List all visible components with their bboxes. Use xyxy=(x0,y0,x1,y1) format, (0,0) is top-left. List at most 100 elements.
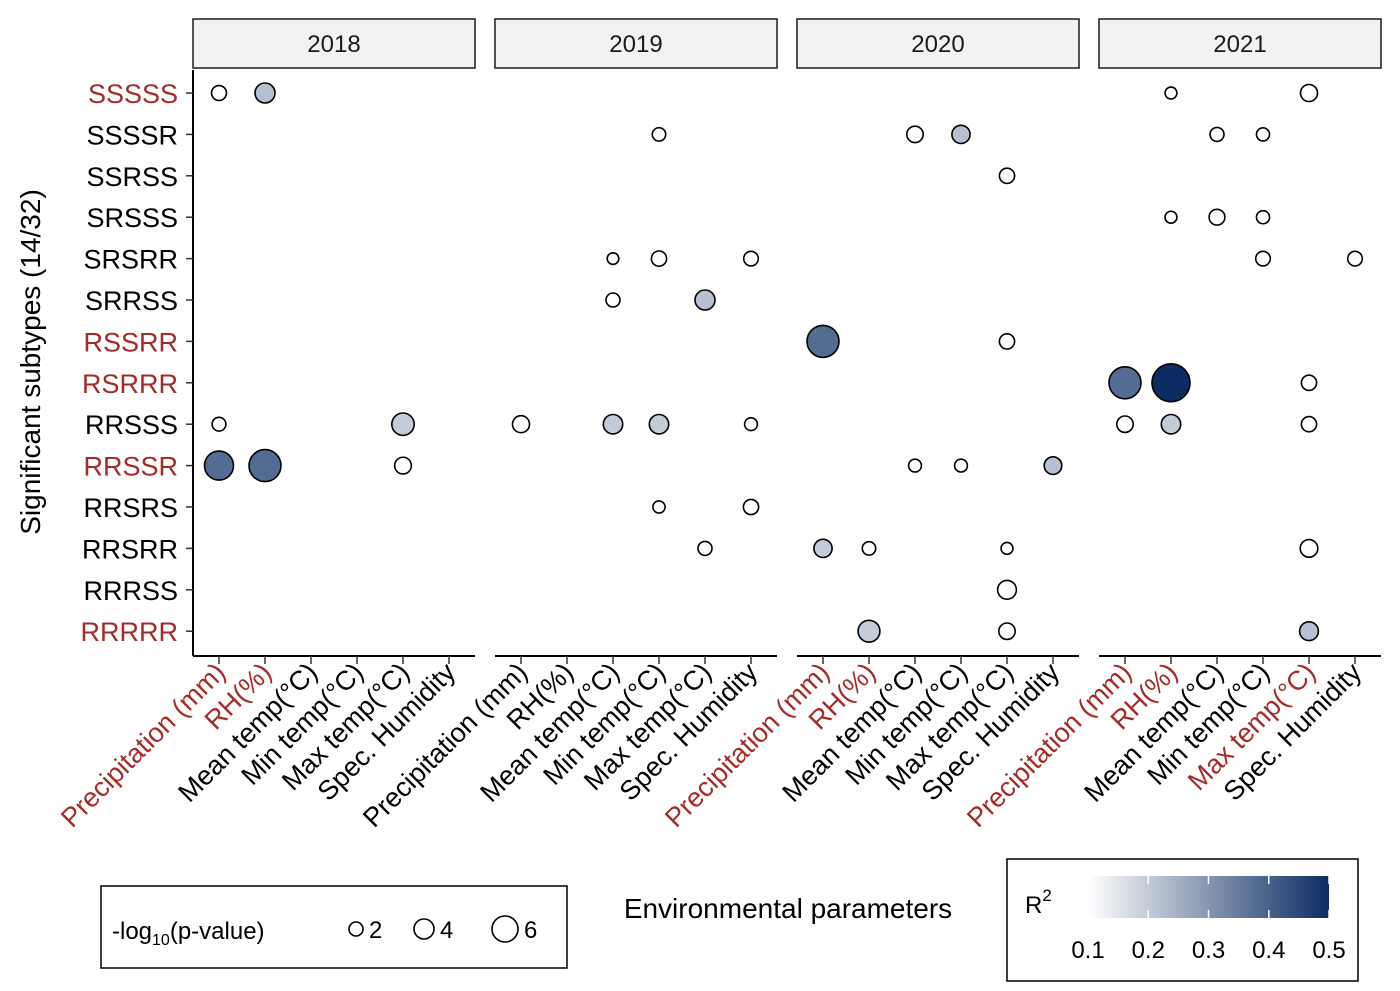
size-legend: -log10(p-value) 2 4 6 xyxy=(100,885,568,969)
data-point-2019-srrss-max-temp-c xyxy=(694,289,716,311)
facet-strip-2020 xyxy=(796,18,1080,69)
data-point-2021-rrsss-rh xyxy=(1160,413,1182,435)
data-point-2018-sssss-precipitation-mm xyxy=(210,84,228,102)
data-point-2019-srsrr-spec-humidity xyxy=(742,250,760,267)
data-point-2021-srsss-mean-temp-c xyxy=(1208,208,1226,226)
size-legend-circle-2 xyxy=(348,921,364,937)
data-point-2020-rssrr-max-temp-c xyxy=(998,332,1016,350)
data-point-2019-rrsss-spec-humidity xyxy=(743,417,759,432)
y-tick-label-rrsss: RRSSS xyxy=(85,410,178,440)
color-legend-label-0-3: 0.3 xyxy=(1192,937,1225,964)
data-point-2020-rrssr-mean-temp-c xyxy=(907,458,923,473)
data-point-2018-rrsss-precipitation-mm xyxy=(211,416,227,432)
data-point-2020-rssrr-precipitation-mm xyxy=(806,324,840,359)
y-tick-label-rrsrr: RRSRR xyxy=(82,534,178,564)
data-point-2021-rsrrr-max-temp-c xyxy=(1300,374,1318,392)
facet-label-2018: 2018 xyxy=(307,31,360,58)
size-legend-label-6: 6 xyxy=(524,917,537,944)
y-tick-label-ssssr: SSSSR xyxy=(86,120,178,150)
facet-strip-2018 xyxy=(192,18,476,69)
color-legend-title: R2 xyxy=(1025,886,1052,919)
y-tick-label-rsrrr: RSRRR xyxy=(82,369,178,399)
size-legend-title-prefix: -log xyxy=(112,918,152,945)
y-tick-label-srsss: SRSSS xyxy=(86,203,178,233)
size-legend-box xyxy=(100,885,568,969)
color-legend-label-0-5: 0.5 xyxy=(1312,937,1345,964)
data-point-2019-rrsrr-max-temp-c xyxy=(697,540,713,557)
size-legend-title-sub: 10 xyxy=(152,932,170,949)
data-point-2018-rrssr-max-temp-c xyxy=(393,456,413,475)
data-point-2021-srsss-rh xyxy=(1164,210,1178,224)
color-legend-label-0-2: 0.2 xyxy=(1132,937,1165,964)
y-tick-label-rssrr: RSSRR xyxy=(83,327,178,357)
facet-label-2021: 2021 xyxy=(1213,31,1266,58)
data-point-2021-sssss-max-temp-c xyxy=(1299,83,1319,103)
y-axis-ticks: SSSSS SSSSR SSRSS SRSSS SRSRR SRRSS RSSRR RSRRR… xyxy=(81,70,194,656)
color-legend-label-0-1: 0.1 xyxy=(1071,937,1104,964)
y-tick-label-rrsrs: RRSRS xyxy=(83,493,178,523)
size-legend-title: -log10(p-value) xyxy=(112,918,265,949)
data-point-2020-rrrrr-rh xyxy=(857,619,881,643)
y-tick-label-srsrr: SRSRR xyxy=(83,245,178,275)
y-tick-label-sssss: SSSSS xyxy=(88,79,178,109)
data-point-2021-rrsrr-max-temp-c xyxy=(1299,538,1319,559)
data-point-2021-sssss-rh xyxy=(1164,86,1178,100)
data-point-2021-rrrrr-max-temp-c xyxy=(1298,620,1320,642)
data-point-2020-rrrss-max-temp-c xyxy=(996,579,1018,600)
data-point-2020-rrssr-min-temp-c xyxy=(953,458,969,473)
facet-label-2019: 2019 xyxy=(609,31,662,58)
facet-panels: 2018 2019 2020 2021 xyxy=(192,18,1382,657)
y-tick-label-rrrss: RRRSS xyxy=(83,576,178,606)
data-point-2019-ssssr-min-temp-c xyxy=(651,126,667,142)
data-point-2019-srrss-mean-temp-c xyxy=(605,292,621,308)
data-point-2021-ssssr-mean-temp-c xyxy=(1209,126,1225,143)
data-point-2019-rrsrs-min-temp-c xyxy=(652,500,666,514)
data-point-2018-rrssr-rh xyxy=(248,448,282,483)
y-tick-label-srrss: SRRSS xyxy=(85,286,178,316)
color-legend-title-main: R xyxy=(1025,892,1042,919)
data-point-2020-rrsrr-precipitation-mm xyxy=(813,538,833,559)
data-point-2019-rrsss-min-temp-c xyxy=(648,413,670,435)
data-point-2019-srsrr-min-temp-c xyxy=(650,250,668,267)
data-point-2020-rrrrr-max-temp-c xyxy=(997,622,1016,641)
data-point-2019-rrsss-precipitation-mm xyxy=(511,414,531,434)
data-point-2021-rsrrr-rh xyxy=(1151,362,1191,403)
data-point-2019-rrsss-mean-temp-c xyxy=(602,413,624,435)
data-point-2020-rrsrr-rh xyxy=(861,540,877,556)
color-legend-label-0-4: 0.4 xyxy=(1252,937,1285,964)
y-tick-label-ssrss: SSRSS xyxy=(86,162,178,192)
data-point-2020-rrsrr-max-temp-c xyxy=(1000,541,1014,556)
data-point-2020-ssrss-max-temp-c xyxy=(998,167,1016,185)
size-legend-label-2: 2 xyxy=(369,917,382,944)
data-point-2021-rrsss-max-temp-c xyxy=(1300,415,1318,433)
data-point-2021-srsrr-min-temp-c xyxy=(1254,250,1272,267)
data-point-2020-rrssr-spec-humidity xyxy=(1043,456,1063,476)
facet-strip-2019 xyxy=(494,18,778,69)
size-legend-circle-4 xyxy=(413,918,435,940)
data-point-2018-sssss-rh xyxy=(254,82,276,104)
y-axis-title: Significant subtypes (14/32) xyxy=(15,189,46,535)
y-tick-label-rrssr: RRSSR xyxy=(83,452,178,482)
size-legend-items: 2 4 6 xyxy=(348,915,537,944)
size-legend-label-4: 4 xyxy=(440,917,453,944)
data-point-2021-ssssr-min-temp-c xyxy=(1255,127,1271,142)
data-points xyxy=(203,82,1364,643)
data-point-2019-rrsrs-spec-humidity xyxy=(742,498,760,516)
x-axis-title: Environmental parameters xyxy=(624,893,952,924)
data-point-2021-rsrrr-precipitation-mm xyxy=(1108,365,1142,400)
y-tick-label-rrrrr: RRRRR xyxy=(81,617,179,647)
facet-label-2020: 2020 xyxy=(911,31,964,58)
data-point-2018-rrssr-precipitation-mm xyxy=(203,450,235,481)
data-point-2021-rrsss-precipitation-mm xyxy=(1116,415,1135,434)
size-legend-circle-6 xyxy=(491,915,519,943)
data-point-2021-srsrr-spec-humidity xyxy=(1346,250,1364,267)
color-legend-ticks: 0.1 0.2 0.3 0.4 0.5 xyxy=(1071,876,1346,964)
color-legend-title-sup: 2 xyxy=(1042,886,1051,905)
size-legend-title-suffix: (p-value) xyxy=(170,918,265,945)
data-point-2019-srsrr-mean-temp-c xyxy=(606,252,620,266)
color-legend: R2 0.1 0.2 0.3 0.4 0.5 xyxy=(1006,858,1359,982)
data-point-2020-ssssr-min-temp-c xyxy=(951,124,971,145)
data-point-2021-srsss-min-temp-c xyxy=(1255,209,1271,225)
